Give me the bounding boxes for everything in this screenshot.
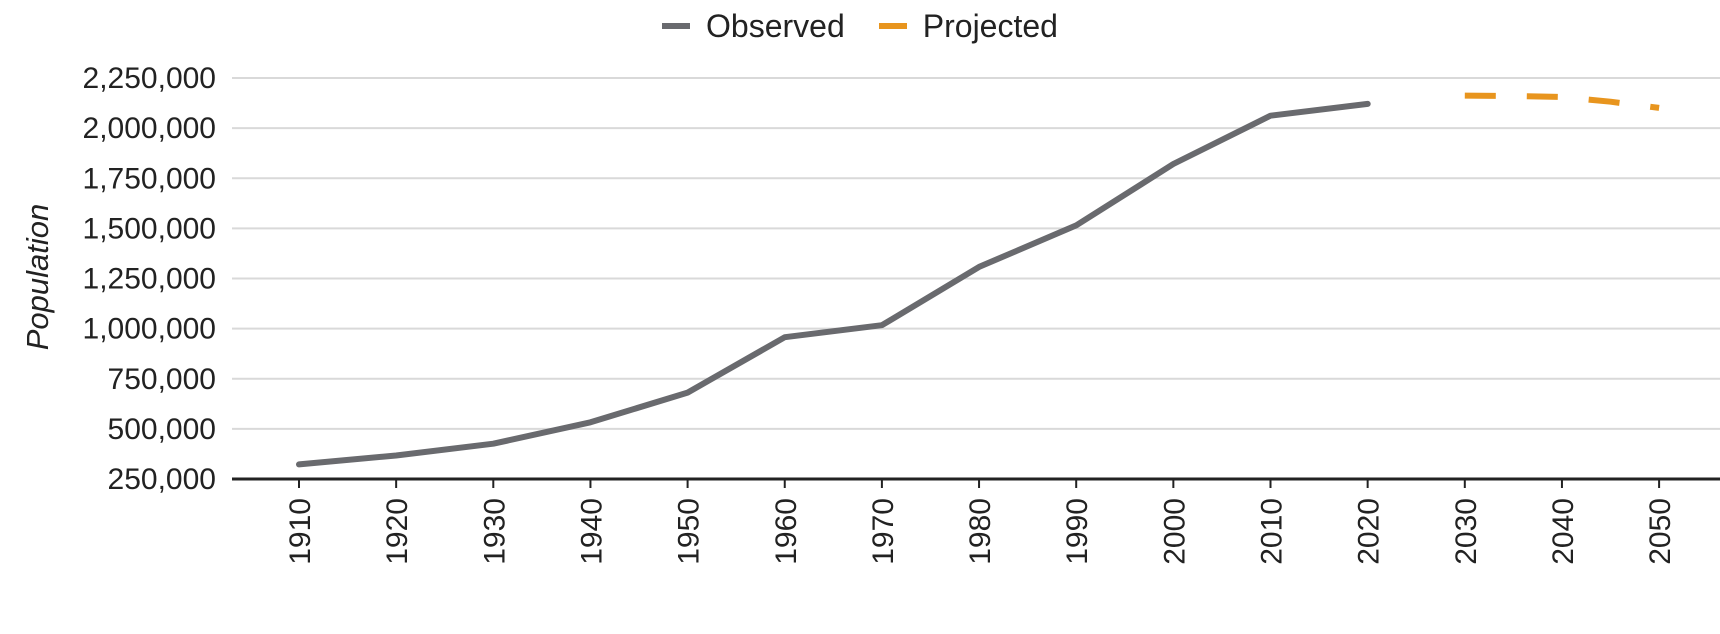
x-tick-label: 1960 xyxy=(770,498,803,565)
y-tick-label: 250,000 xyxy=(108,463,216,496)
y-tick-label: 1,000,000 xyxy=(83,313,216,346)
y-tick-label: 1,750,000 xyxy=(83,162,216,195)
x-tick-label: 1950 xyxy=(673,498,706,565)
legend-swatch-observed xyxy=(662,23,691,29)
y-tick-label: 1,250,000 xyxy=(83,263,216,296)
x-tick-label: 2030 xyxy=(1450,498,1483,565)
x-tick-label: 2010 xyxy=(1256,498,1289,565)
y-tick-label: 1,500,000 xyxy=(83,212,216,245)
series-line-projected xyxy=(1464,92,1660,111)
x-tick-label: 2050 xyxy=(1644,498,1677,565)
x-tick-label: 2040 xyxy=(1547,498,1580,565)
legend-label-observed: Observed xyxy=(706,7,845,44)
x-tick-label: 2000 xyxy=(1158,498,1191,565)
legend-swatch-projected xyxy=(878,23,907,29)
x-tick-label: 1940 xyxy=(575,498,608,565)
legend-item-projected: Projected xyxy=(878,7,1058,45)
x-tick-label: 1920 xyxy=(381,498,414,565)
x-tick-label: 1930 xyxy=(478,498,511,565)
legend-item-observed: Observed xyxy=(662,8,845,45)
y-tick-label: 750,000 xyxy=(108,363,216,396)
x-tick-label: 1910 xyxy=(284,498,317,565)
x-tick-label: 1990 xyxy=(1061,498,1094,565)
legend-label-projected: Projected xyxy=(922,7,1058,44)
x-tick-label: 1970 xyxy=(867,498,900,565)
x-tick-label: 1980 xyxy=(964,498,997,565)
y-tick-label: 2,250,000 xyxy=(83,62,216,95)
y-tick-label: 2,000,000 xyxy=(83,112,216,145)
x-tick-label: 2020 xyxy=(1353,498,1386,565)
series-line-observed xyxy=(296,100,1371,468)
y-tick-label: 500,000 xyxy=(108,413,216,446)
chart-legend: Observed Projected xyxy=(0,4,1720,48)
